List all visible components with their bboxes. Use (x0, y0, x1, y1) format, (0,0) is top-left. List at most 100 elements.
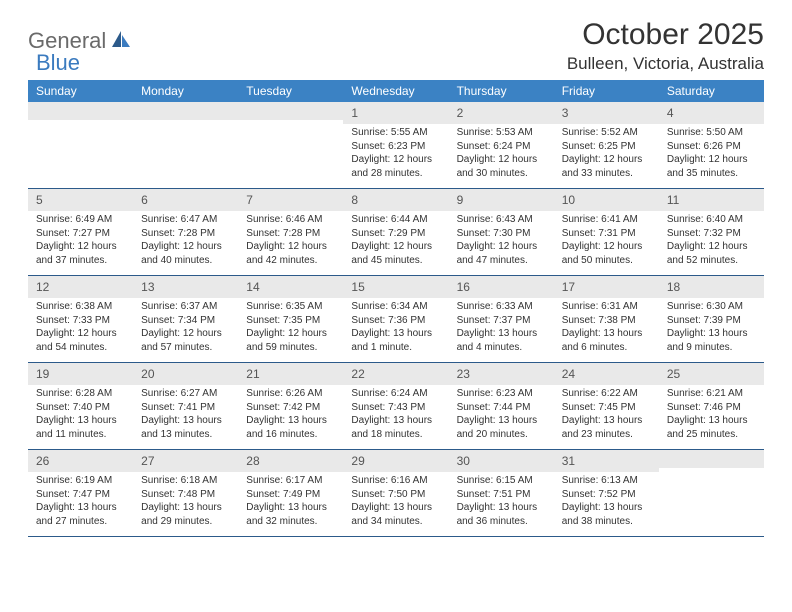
cell-number-bar: 4 (659, 102, 764, 124)
logo-sail-icon (110, 29, 132, 54)
cell-line: Sunset: 7:28 PM (246, 227, 337, 241)
cell-line: Daylight: 13 hours and 16 minutes. (246, 414, 337, 441)
cell-body: Sunrise: 6:33 AMSunset: 7:37 PMDaylight:… (449, 298, 554, 358)
day-header: Tuesday (238, 80, 343, 102)
cell-line: Sunset: 7:43 PM (351, 401, 442, 415)
cell-line: Daylight: 12 hours and 28 minutes. (351, 153, 442, 180)
cell-line: Daylight: 12 hours and 35 minutes. (667, 153, 758, 180)
cell-line: Sunset: 7:45 PM (562, 401, 653, 415)
cell-number: 24 (562, 367, 575, 381)
cell-line: Daylight: 13 hours and 36 minutes. (457, 501, 548, 528)
cell-body: Sunrise: 6:21 AMSunset: 7:46 PMDaylight:… (659, 385, 764, 445)
cell-number: 31 (562, 454, 575, 468)
cell-number-bar: 24 (554, 363, 659, 385)
calendar-cell: 2Sunrise: 5:53 AMSunset: 6:24 PMDaylight… (449, 102, 554, 188)
cell-body: Sunrise: 6:44 AMSunset: 7:29 PMDaylight:… (343, 211, 448, 271)
calendar-cell: 10 Sunrise: 6:41 AMSunset: 7:31 PMDayligh… (554, 189, 659, 275)
cell-line: Sunrise: 6:19 AM (36, 474, 127, 488)
calendar-cell: 14Sunrise: 6:35 AMSunset: 7:35 PMDayligh… (238, 276, 343, 362)
cell-body: Sunrise: 6:38 AMSunset: 7:33 PMDaylight:… (28, 298, 133, 358)
cell-number: 10 (562, 193, 575, 207)
day-header: Sunday (28, 80, 133, 102)
cell-number-bar: 11 (659, 189, 764, 211)
cell-line: Sunrise: 6:16 AM (351, 474, 442, 488)
cell-line: Sunset: 7:39 PM (667, 314, 758, 328)
cell-number-bar: 26 (28, 450, 133, 472)
cell-line: Sunset: 6:24 PM (457, 140, 548, 154)
cell-line: Sunset: 7:47 PM (36, 488, 127, 502)
weeks-container: 1Sunrise: 5:55 AMSunset: 6:23 PMDaylight… (28, 102, 764, 537)
calendar-cell: 30Sunrise: 6:15 AMSunset: 7:51 PMDayligh… (449, 450, 554, 536)
cell-line: Daylight: 13 hours and 32 minutes. (246, 501, 337, 528)
cell-number: 17 (562, 280, 575, 294)
cell-body: Sunrise: 6:46 AMSunset: 7:28 PMDaylight:… (238, 211, 343, 271)
cell-number-bar: 19 (28, 363, 133, 385)
cell-line: Sunset: 7:35 PM (246, 314, 337, 328)
cell-line: Sunset: 7:32 PM (667, 227, 758, 241)
cell-line: Daylight: 13 hours and 23 minutes. (562, 414, 653, 441)
calendar-cell: 8 Sunrise: 6:44 AMSunset: 7:29 PMDaylight… (343, 189, 448, 275)
cell-line: Daylight: 12 hours and 37 minutes. (36, 240, 127, 267)
cell-number-bar: 17 (554, 276, 659, 298)
cell-body: Sunrise: 6:23 AMSunset: 7:44 PMDaylight:… (449, 385, 554, 445)
cell-line: Daylight: 12 hours and 52 minutes. (667, 240, 758, 267)
cell-body: Sunrise: 6:47 AMSunset: 7:28 PMDaylight:… (133, 211, 238, 271)
calendar-cell: 21Sunrise: 6:26 AMSunset: 7:42 PMDayligh… (238, 363, 343, 449)
cell-body: Sunrise: 6:34 AMSunset: 7:36 PMDaylight:… (343, 298, 448, 358)
cell-body: Sunrise: 6:41 AMSunset: 7:31 PMDaylight:… (554, 211, 659, 271)
cell-number: 12 (36, 280, 49, 294)
cell-number-bar: 16 (449, 276, 554, 298)
cell-number-bar: 12 (28, 276, 133, 298)
calendar-cell: 5Sunrise: 6:49 AMSunset: 7:27 PMDaylight… (28, 189, 133, 275)
cell-number-bar (659, 450, 764, 468)
cell-line: Sunset: 7:34 PM (141, 314, 232, 328)
logo-text-blue: Blue (36, 50, 80, 76)
cell-line: Daylight: 12 hours and 54 minutes. (36, 327, 127, 354)
title-block: October 2025 Bulleen, Victoria, Australi… (567, 18, 764, 74)
cell-line: Sunrise: 6:13 AM (562, 474, 653, 488)
cell-body (28, 120, 133, 180)
cell-number: 14 (246, 280, 259, 294)
cell-body: Sunrise: 6:18 AMSunset: 7:48 PMDaylight:… (133, 472, 238, 532)
cell-line: Sunset: 7:30 PM (457, 227, 548, 241)
cell-number-bar: 27 (133, 450, 238, 472)
cell-line: Sunset: 7:29 PM (351, 227, 442, 241)
cell-number-bar: 9 (449, 189, 554, 211)
calendar-cell: 28Sunrise: 6:17 AMSunset: 7:49 PMDayligh… (238, 450, 343, 536)
cell-line: Daylight: 12 hours and 47 minutes. (457, 240, 548, 267)
cell-number: 4 (667, 106, 674, 120)
cell-number-bar: 7 (238, 189, 343, 211)
cell-line: Daylight: 13 hours and 4 minutes. (457, 327, 548, 354)
cell-line: Sunset: 7:28 PM (141, 227, 232, 241)
calendar-cell: 19Sunrise: 6:28 AMSunset: 7:40 PMDayligh… (28, 363, 133, 449)
calendar-cell: 11Sunrise: 6:40 AMSunset: 7:32 PMDayligh… (659, 189, 764, 275)
cell-line: Daylight: 12 hours and 50 minutes. (562, 240, 653, 267)
cell-number-bar: 28 (238, 450, 343, 472)
cell-line: Sunset: 7:27 PM (36, 227, 127, 241)
cell-number: 8 (351, 193, 358, 207)
cell-line: Sunset: 7:46 PM (667, 401, 758, 415)
cell-line: Sunrise: 6:38 AM (36, 300, 127, 314)
cell-body (133, 120, 238, 180)
calendar-cell: 7Sunrise: 6:46 AMSunset: 7:28 PMDaylight… (238, 189, 343, 275)
cell-line: Sunrise: 6:15 AM (457, 474, 548, 488)
cell-line: Sunrise: 6:43 AM (457, 213, 548, 227)
cell-number: 18 (667, 280, 680, 294)
cell-number-bar: 23 (449, 363, 554, 385)
cell-body: Sunrise: 6:49 AMSunset: 7:27 PMDaylight:… (28, 211, 133, 271)
cell-number-bar: 31 (554, 450, 659, 472)
day-header: Friday (554, 80, 659, 102)
cell-body: Sunrise: 6:15 AMSunset: 7:51 PMDaylight:… (449, 472, 554, 532)
calendar-cell: 31Sunrise: 6:13 AMSunset: 7:52 PMDayligh… (554, 450, 659, 536)
week-row: 12 Sunrise: 6:38 AMSunset: 7:33 PMDayligh… (28, 276, 764, 363)
cell-line: Sunset: 7:42 PM (246, 401, 337, 415)
calendar-cell: 24Sunrise: 6:22 AMSunset: 7:45 PMDayligh… (554, 363, 659, 449)
week-row: 1Sunrise: 5:55 AMSunset: 6:23 PMDaylight… (28, 102, 764, 189)
cell-number-bar: 21 (238, 363, 343, 385)
cell-line: Sunrise: 6:47 AM (141, 213, 232, 227)
cell-number: 29 (351, 454, 364, 468)
cell-body: Sunrise: 5:50 AMSunset: 6:26 PMDaylight:… (659, 124, 764, 184)
cell-line: Daylight: 12 hours and 59 minutes. (246, 327, 337, 354)
cell-number-bar: 10 (554, 189, 659, 211)
cell-body (238, 120, 343, 180)
